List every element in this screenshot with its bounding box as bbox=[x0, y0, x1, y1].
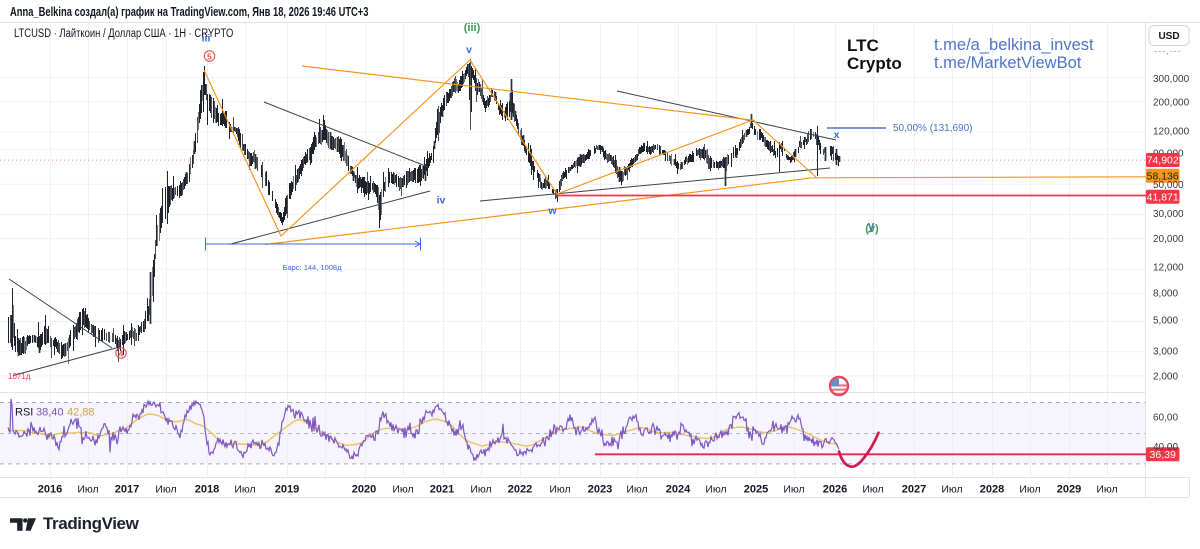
svg-text:2026: 2026 bbox=[823, 484, 847, 496]
svg-text:3,000: 3,000 bbox=[1153, 347, 1178, 358]
svg-text:200,000: 200,000 bbox=[1153, 98, 1190, 109]
svg-text:2029: 2029 bbox=[1057, 484, 1081, 496]
svg-text:8,000: 8,000 bbox=[1153, 289, 1178, 300]
svg-text:iii: iii bbox=[202, 33, 211, 45]
svg-text:Июл: Июл bbox=[77, 484, 98, 496]
svg-text:20,000: 20,000 bbox=[1153, 234, 1184, 245]
svg-text:120,000: 120,000 bbox=[1153, 127, 1190, 138]
svg-text:50,000: 50,000 bbox=[1153, 180, 1184, 191]
svg-text:Июл: Июл bbox=[783, 484, 804, 496]
svg-text:(v): (v) bbox=[865, 223, 879, 235]
svg-text:4: 4 bbox=[119, 348, 124, 358]
svg-text:Июл: Июл bbox=[155, 484, 176, 496]
svg-text:v: v bbox=[466, 44, 472, 56]
svg-text:2019: 2019 bbox=[275, 484, 299, 496]
svg-text:y: y bbox=[868, 219, 875, 233]
svg-text:2027: 2027 bbox=[902, 484, 926, 496]
svg-text:1071д: 1071д bbox=[8, 372, 31, 381]
svg-text:38,40: 38,40 bbox=[36, 407, 64, 419]
svg-text:50,00% (131,690): 50,00% (131,690) bbox=[893, 123, 973, 134]
svg-text:Июл: Июл bbox=[862, 484, 883, 496]
svg-text:2020: 2020 bbox=[352, 484, 376, 496]
svg-text:Июл: Июл bbox=[392, 484, 413, 496]
svg-text:RSI: RSI bbox=[15, 407, 33, 419]
svg-text:iv: iv bbox=[437, 195, 446, 207]
svg-text:5: 5 bbox=[207, 51, 212, 61]
svg-text:Барс: 144, 1008д: Барс: 144, 1008д bbox=[283, 263, 343, 272]
svg-text:USD: USD bbox=[1158, 31, 1179, 42]
svg-text:---,---: ---,--- bbox=[1154, 46, 1181, 56]
svg-text:41,871: 41,871 bbox=[1147, 191, 1179, 203]
svg-text:300,000: 300,000 bbox=[1153, 74, 1190, 85]
svg-text:Июл: Июл bbox=[549, 484, 570, 496]
svg-text:30,000: 30,000 bbox=[1153, 209, 1184, 220]
svg-text:Июл: Июл bbox=[626, 484, 647, 496]
svg-text:12,000: 12,000 bbox=[1153, 263, 1184, 274]
svg-text:2022: 2022 bbox=[508, 484, 532, 496]
svg-text:2017: 2017 bbox=[115, 484, 139, 496]
svg-text:2,000: 2,000 bbox=[1153, 372, 1178, 383]
svg-text:42,88: 42,88 bbox=[67, 407, 95, 419]
svg-text:2021: 2021 bbox=[430, 484, 454, 496]
svg-text:40,00: 40,00 bbox=[1153, 442, 1178, 453]
svg-text:2025: 2025 bbox=[744, 484, 768, 496]
svg-text:Июл: Июл bbox=[1096, 484, 1117, 496]
svg-text:2016: 2016 bbox=[38, 484, 62, 496]
svg-text:Июл: Июл bbox=[705, 484, 726, 496]
svg-text:Июл: Июл bbox=[234, 484, 255, 496]
svg-text:Июл: Июл bbox=[941, 484, 962, 496]
svg-text:(iii): (iii) bbox=[464, 22, 481, 34]
svg-text:74,902: 74,902 bbox=[1147, 155, 1179, 167]
svg-text:x: x bbox=[834, 129, 840, 141]
svg-text:w: w bbox=[547, 205, 557, 217]
svg-text:5,000: 5,000 bbox=[1153, 316, 1178, 327]
svg-text:Июл: Июл bbox=[470, 484, 491, 496]
svg-text:60,00: 60,00 bbox=[1153, 413, 1178, 424]
svg-text:Июл: Июл bbox=[1019, 484, 1040, 496]
svg-text:2028: 2028 bbox=[980, 484, 1004, 496]
svg-text:2023: 2023 bbox=[588, 484, 612, 496]
svg-text:2024: 2024 bbox=[666, 484, 691, 496]
svg-text:58,136: 58,136 bbox=[1147, 170, 1179, 182]
svg-text:2018: 2018 bbox=[195, 484, 219, 496]
svg-text:36,39: 36,39 bbox=[1150, 449, 1176, 461]
